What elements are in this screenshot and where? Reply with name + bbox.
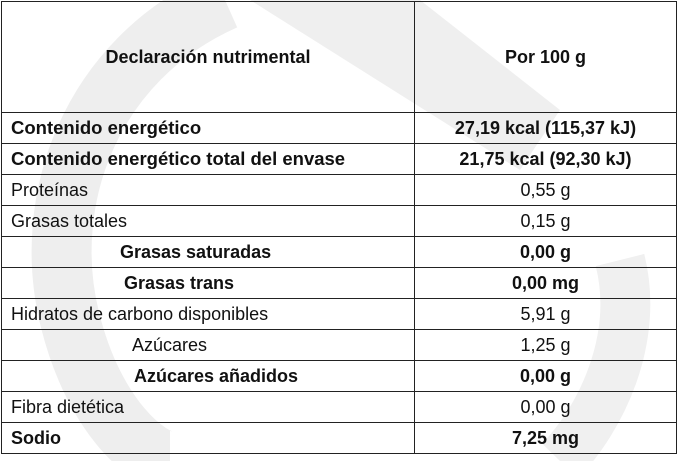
row-label: Proteínas — [1, 174, 415, 206]
row-label: Sodio — [1, 422, 415, 454]
row-value: 0,00 g — [414, 236, 677, 268]
row-label: Grasas saturadas — [1, 236, 415, 268]
row-label: Grasas trans — [1, 267, 415, 299]
table-row: Proteínas 0,55 g — [1, 174, 677, 206]
row-label: Fibra dietética — [1, 391, 415, 423]
row-value: 0,00 g — [414, 391, 677, 423]
nutrition-table: Declaración nutrimental Por 100 g Conten… — [1, 1, 677, 454]
row-value: 0,00 mg — [414, 267, 677, 299]
row-value: 27,19 kcal (115,37 kJ) — [414, 112, 677, 144]
table-row: Contenido energético total del envase 21… — [1, 143, 677, 175]
row-label: Contenido energético total del envase — [1, 143, 415, 175]
table-row: Fibra dietética 0,00 g — [1, 391, 677, 423]
table-row: Grasas trans 0,00 mg — [1, 267, 677, 299]
table-row: Contenido energético 27,19 kcal (115,37 … — [1, 112, 677, 144]
table-row: Azúcares añadidos 0,00 g — [1, 360, 677, 392]
row-value: 21,75 kcal (92,30 kJ) — [414, 143, 677, 175]
row-label: Azúcares añadidos — [1, 360, 415, 392]
header-nutrient: Declaración nutrimental — [1, 1, 415, 113]
row-value: 0,00 g — [414, 360, 677, 392]
row-label: Hidratos de carbono disponibles — [1, 298, 415, 330]
table-row: Azúcares 1,25 g — [1, 329, 677, 361]
row-value: 0,15 g — [414, 205, 677, 237]
table-row: Grasas saturadas 0,00 g — [1, 236, 677, 268]
row-value: 7,25 mg — [414, 422, 677, 454]
row-value: 0,55 g — [414, 174, 677, 206]
row-value: 5,91 g — [414, 298, 677, 330]
row-value: 1,25 g — [414, 329, 677, 361]
table-row: Grasas totales 0,15 g — [1, 205, 677, 237]
row-label: Contenido energético — [1, 112, 415, 144]
table-header-row: Declaración nutrimental Por 100 g — [1, 1, 677, 113]
table-row: Hidratos de carbono disponibles 5,91 g — [1, 298, 677, 330]
table-row: Sodio 7,25 mg — [1, 422, 677, 454]
row-label: Grasas totales — [1, 205, 415, 237]
header-value: Por 100 g — [414, 1, 677, 113]
row-label: Azúcares — [1, 329, 415, 361]
